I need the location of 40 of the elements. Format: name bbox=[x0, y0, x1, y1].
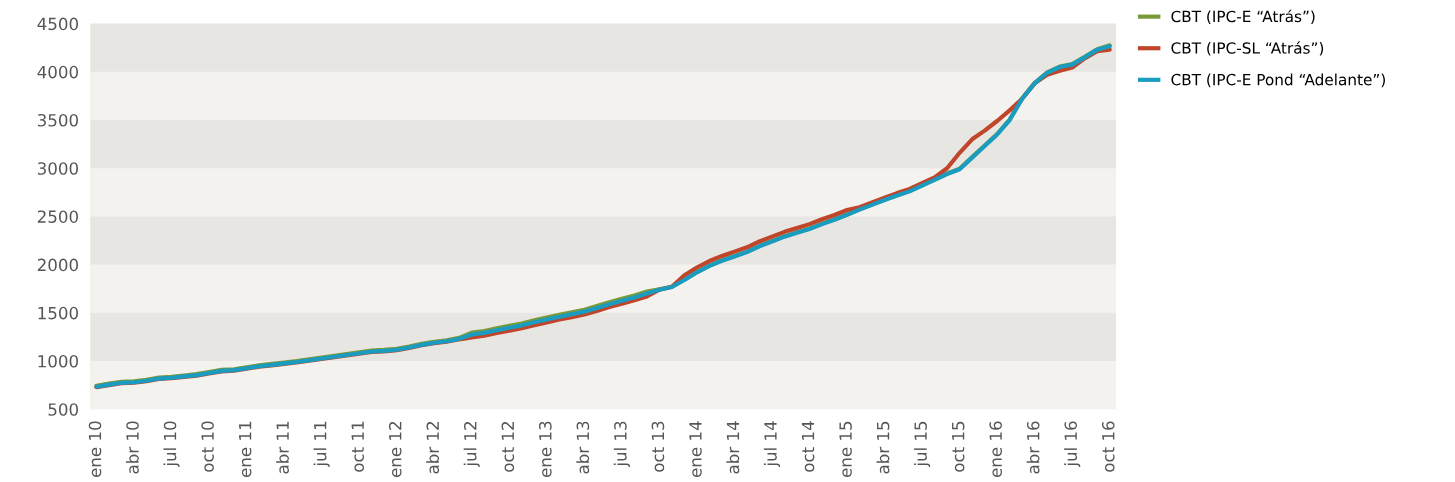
x-tick-label: oct 12 bbox=[501, 422, 515, 472]
y-tick-label: 3000 bbox=[37, 162, 78, 175]
x-tick-label: abr 15 bbox=[876, 421, 890, 474]
x-tick-label: abr 16 bbox=[1026, 421, 1040, 474]
x-tick-label: oct 10 bbox=[201, 421, 214, 472]
x-tick-label: jul 12 bbox=[463, 422, 480, 467]
y-tick-label: 1500 bbox=[38, 306, 78, 320]
x-tick-label: oct 15 bbox=[952, 421, 965, 472]
y-tick-label: 3500 bbox=[37, 113, 78, 127]
y-tick-label: 1000 bbox=[38, 354, 78, 368]
x-tick-label: abr 13 bbox=[576, 421, 590, 474]
y-tick-label: 2000 bbox=[37, 258, 78, 272]
y-tick-label: 4500 bbox=[37, 17, 78, 31]
x-tick-label: ene 14 bbox=[689, 421, 702, 477]
x-tick-label: ene 15 bbox=[839, 421, 852, 477]
x-tick-label: jul 11 bbox=[313, 421, 330, 467]
x-tick-label: abr 14 bbox=[726, 421, 740, 474]
x-tick-label: ene 12 bbox=[388, 422, 402, 477]
x-tick-label: ene 11 bbox=[239, 421, 252, 477]
x-tick-label: oct 14 bbox=[801, 421, 815, 472]
x-tick-label: oct 16 bbox=[1101, 421, 1115, 472]
x-tick-label: jul 10 bbox=[163, 421, 180, 467]
x-tick-label: abr 12 bbox=[426, 422, 440, 474]
legend-label: CBT (IPC-E “Atrás”) bbox=[1171, 9, 1315, 24]
legend-label: CBT (IPC-E Pond “Adelante”) bbox=[1171, 73, 1385, 88]
x-tick-label: ene 16 bbox=[989, 421, 1002, 477]
x-tick-label: jul 14 bbox=[763, 421, 781, 467]
legend-label: CBT (IPC-SL “Atrás”) bbox=[1171, 41, 1324, 56]
y-tick-label: 2500 bbox=[37, 210, 78, 223]
x-tick-label: oct 11 bbox=[351, 421, 364, 472]
x-tick-label: ene 10 bbox=[88, 421, 102, 477]
y-tick-label: 4000 bbox=[37, 65, 78, 79]
y-tick-label: 500 bbox=[48, 403, 78, 416]
x-tick-label: jul 16 bbox=[1064, 421, 1081, 467]
x-tick-label: oct 13 bbox=[651, 421, 665, 472]
x-tick-label: jul 13 bbox=[613, 421, 630, 467]
x-tick-label: abr 11 bbox=[276, 421, 289, 474]
x-tick-label: abr 10 bbox=[125, 421, 139, 474]
x-tick-label: jul 15 bbox=[914, 421, 931, 467]
x-tick-label: ene 13 bbox=[539, 421, 552, 477]
